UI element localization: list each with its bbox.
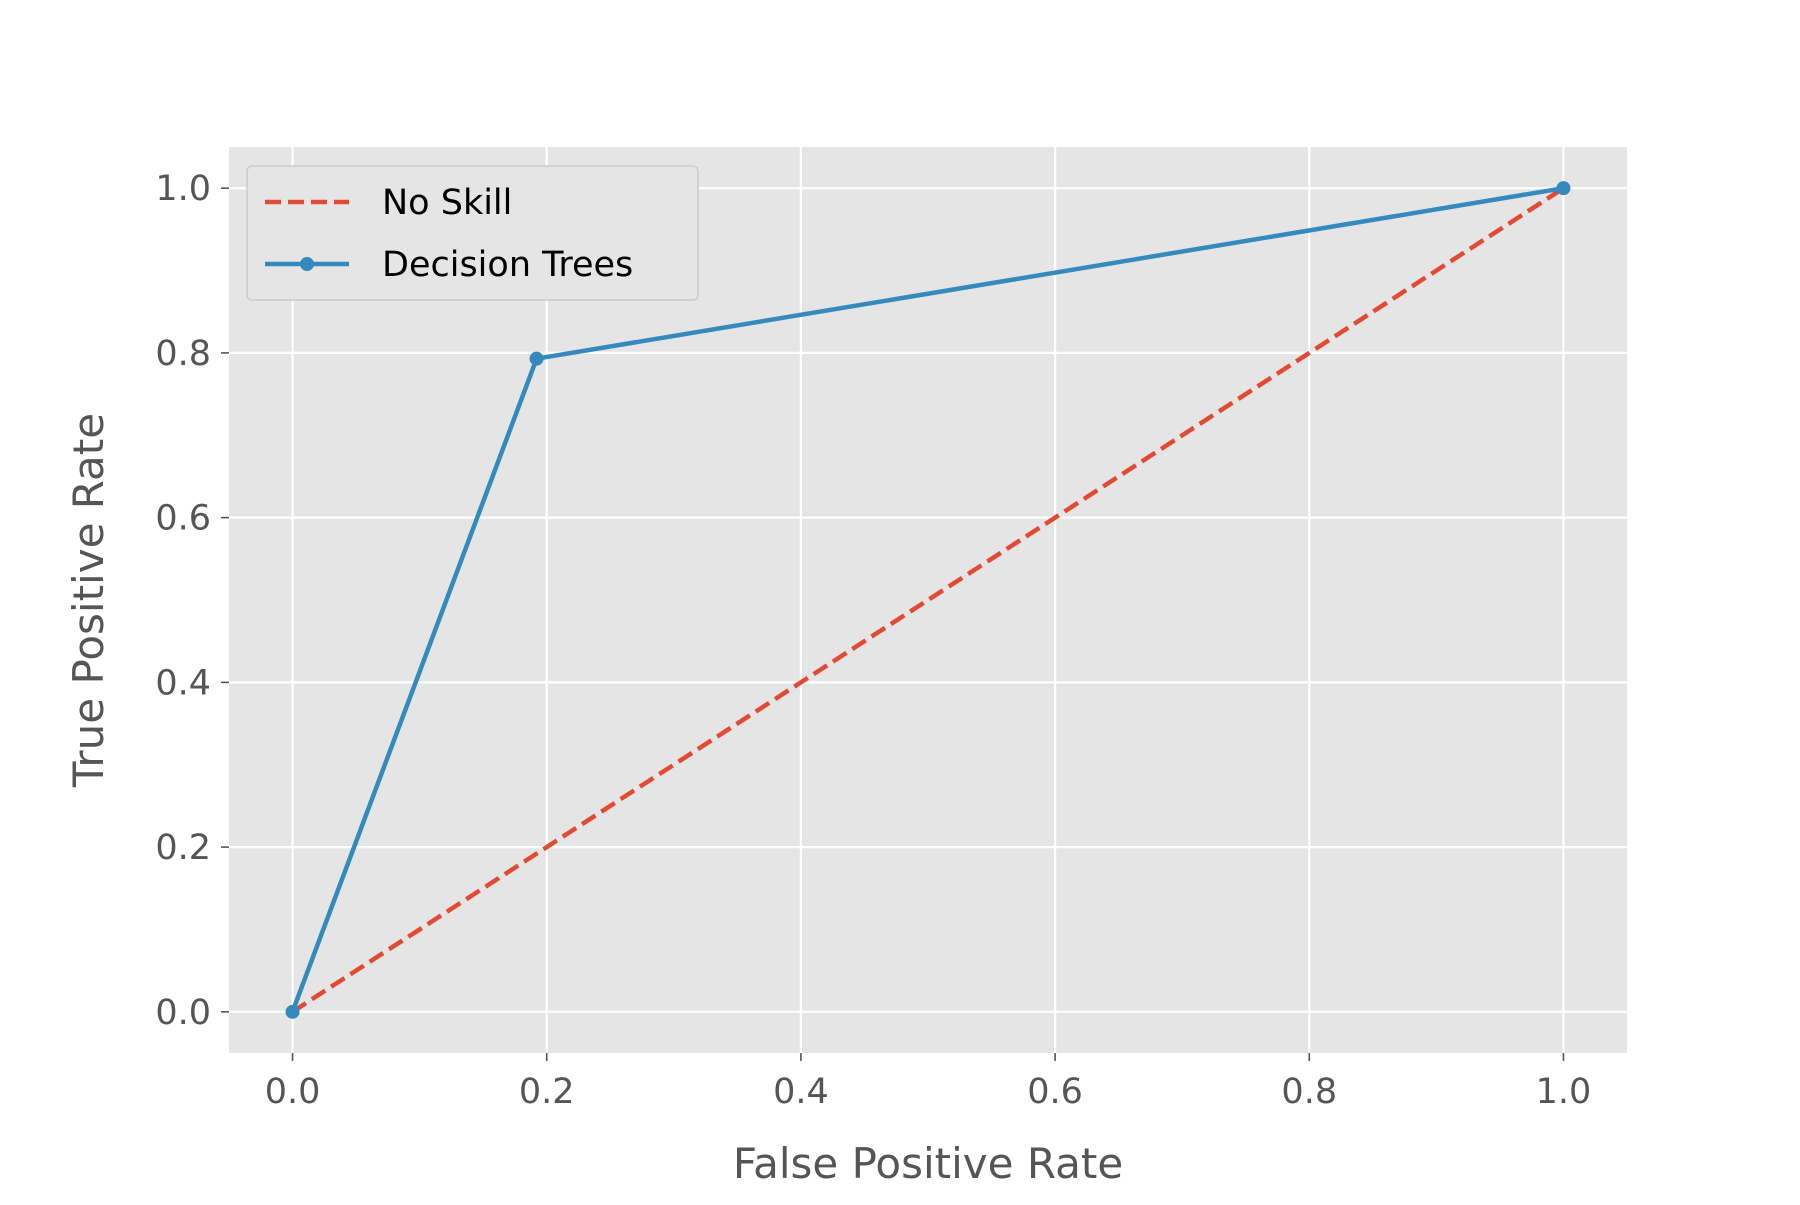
data-point	[529, 351, 544, 366]
legend-label: Decision Trees	[382, 245, 633, 285]
y-axis-label: True Positive Rate	[64, 413, 113, 788]
legend: No Skill Decision Trees	[246, 165, 699, 301]
y-tick-label: 0.2	[155, 828, 211, 868]
grid-lines	[229, 147, 1627, 1053]
series-lines	[285, 181, 1571, 1019]
legend-marker	[300, 257, 314, 271]
y-tick-label: 0.8	[155, 334, 211, 374]
y-tick-label: 0.0	[155, 993, 211, 1033]
legend-frame	[246, 165, 699, 301]
x-tick-label: 0.6	[1027, 1072, 1083, 1112]
x-tick-label: 1.0	[1536, 1072, 1592, 1112]
x-tick-label: 0.8	[1281, 1072, 1337, 1112]
x-axis-label: False Positive Rate	[733, 1139, 1123, 1188]
x-tick-label: 0.4	[773, 1072, 829, 1112]
x-tick-label: 0.2	[519, 1072, 575, 1112]
x-tick-label: 0.0	[265, 1072, 321, 1112]
y-tick-label: 0.4	[155, 663, 211, 703]
legend-label: No Skill	[382, 183, 512, 223]
data-point	[285, 1004, 300, 1019]
y-tick-label: 1.0	[155, 169, 211, 209]
data-point	[1556, 181, 1571, 196]
y-tick-label: 0.6	[155, 499, 211, 539]
tick-labels: 0.0 0.2 0.4 0.6 0.8 1.0 0.0 0.2 0.4 0.6 0.8 1.0	[155, 169, 1591, 1112]
